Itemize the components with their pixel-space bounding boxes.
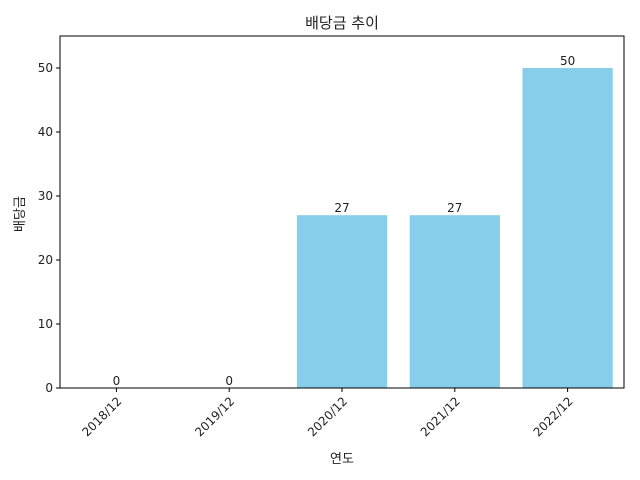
bar-value-label: 50 [560,54,575,68]
bar [409,215,500,388]
y-tick-label: 30 [38,189,53,203]
bar-value-label: 27 [334,201,349,215]
x-tick-label: 2018/12 [79,394,124,439]
x-tick-label: 2019/12 [192,394,237,439]
y-tick-label: 40 [38,125,53,139]
x-tick-label: 2022/12 [531,394,576,439]
bar [522,68,613,388]
plot-area: 0 0 27 27 50 0 10 20 30 40 50 2018/12 2019/12 2020/12… [38,35,625,439]
y-axis-label: 배당금 [13,196,28,232]
x-tick-label: 2020/12 [305,394,350,439]
bar-value-label: 0 [225,374,233,388]
x-axis-label: 연도 [330,452,354,467]
bar [296,215,388,388]
x-tick-label: 2021/12 [418,394,463,439]
y-tick-label: 0 [45,381,53,395]
y-tick-label: 20 [38,253,53,267]
y-tick-label: 50 [38,61,53,75]
y-tick-label: 10 [38,317,53,331]
bar-value-label: 0 [113,374,121,388]
chart-title: 배당금 추이 [305,14,379,32]
bar-value-label: 27 [447,201,462,215]
